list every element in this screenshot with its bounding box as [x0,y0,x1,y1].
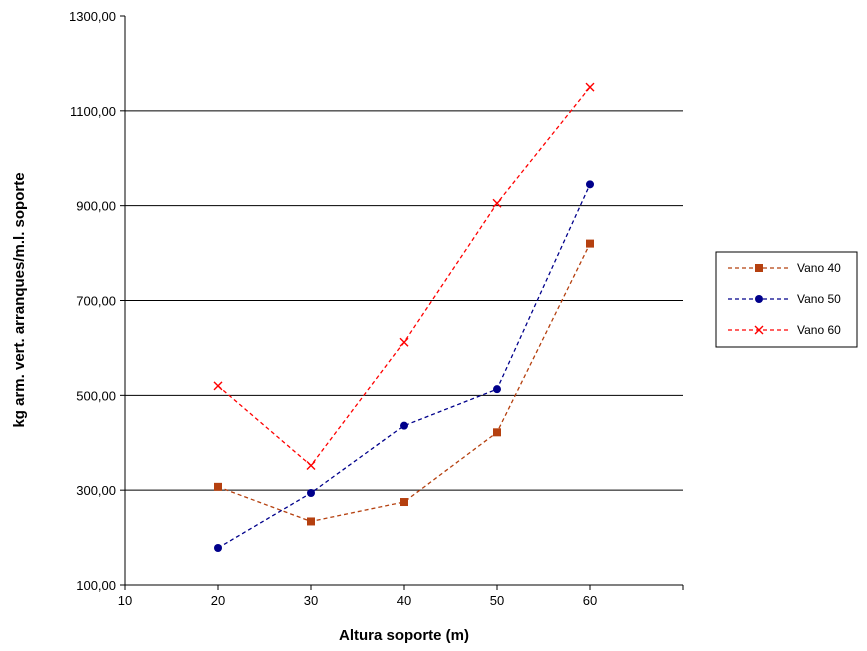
series-vano-50 [214,180,594,553]
x-tick-label: 60 [583,593,597,608]
data-point-vano-60 [492,198,502,208]
data-point-vano-40 [400,498,408,507]
series-vano-40 [214,239,594,526]
legend-item-vano-50: Vano 50 [728,292,841,306]
x-tick-label: 20 [211,593,225,608]
data-point-vano-60-stroke [492,198,502,208]
legend-label: Vano 60 [797,323,841,337]
legend-marker [755,295,763,303]
y-tick-label: 500,00 [76,388,116,403]
legend-marker [754,325,764,335]
y-axis-title: kg arm. vert. arranques/m.l. soporte [11,172,28,427]
data-point-vano-50 [400,421,408,430]
data-point-vano-50 [586,180,594,189]
data-point-vano-60 [399,337,409,347]
data-point-vano-40 [493,428,501,437]
series-line-vano-50 [217,184,591,549]
legend-items: Vano 40 Vano 50 Vano 60 [728,261,841,337]
data-point-vano-40 [214,482,222,491]
legend-marker [755,264,763,272]
data-point-vano-60-stroke [585,82,595,92]
legend-label: Vano 40 [797,261,841,275]
x-axis-title: Altura soporte (m) [339,627,469,644]
y-tick-label: 700,00 [76,294,116,309]
gridlines [125,110,683,491]
data-point-vano-50 [307,489,315,498]
series-vano-60 [213,82,595,471]
data-point-vano-40 [307,517,315,526]
data-point-vano-60-stroke [213,381,223,391]
data-point-vano-50 [493,385,501,394]
y-tick-label: 900,00 [76,199,116,214]
y-tick-label: 300,00 [76,483,116,498]
x-tick-label: 40 [397,593,411,608]
legend-item-vano-60: Vano 60 [728,323,841,337]
data-point-vano-60 [306,461,316,471]
y-tick-label: 1300,00 [69,9,116,24]
y-tick-label: 100,00 [76,578,116,593]
legend-item-vano-40: Vano 40 [728,261,841,275]
legend: Vano 40 Vano 50 Vano 60 [715,251,858,348]
series-layer [213,82,595,553]
legend-marker-stroke [754,325,764,335]
x-tick-label: 50 [490,593,504,608]
data-point-vano-40 [586,239,594,248]
x-ticks: 10 20 30 40 50 60 [118,585,684,608]
data-point-vano-60 [585,82,595,92]
x-tick-label: 10 [118,593,132,608]
data-point-vano-50 [214,544,222,553]
series-line-vano-60 [217,86,591,467]
data-point-vano-60-stroke [399,337,409,347]
y-tick-label: 1100,00 [70,104,116,119]
data-point-vano-60 [213,381,223,391]
legend-label: Vano 50 [797,292,841,306]
series-line-vano-40 [217,243,591,523]
x-tick-label: 30 [304,593,318,608]
y-ticks: 100,00 300,00 500,00 700,00 900,00 1100,00 130… [69,9,125,593]
data-point-vano-60-stroke [306,461,316,471]
